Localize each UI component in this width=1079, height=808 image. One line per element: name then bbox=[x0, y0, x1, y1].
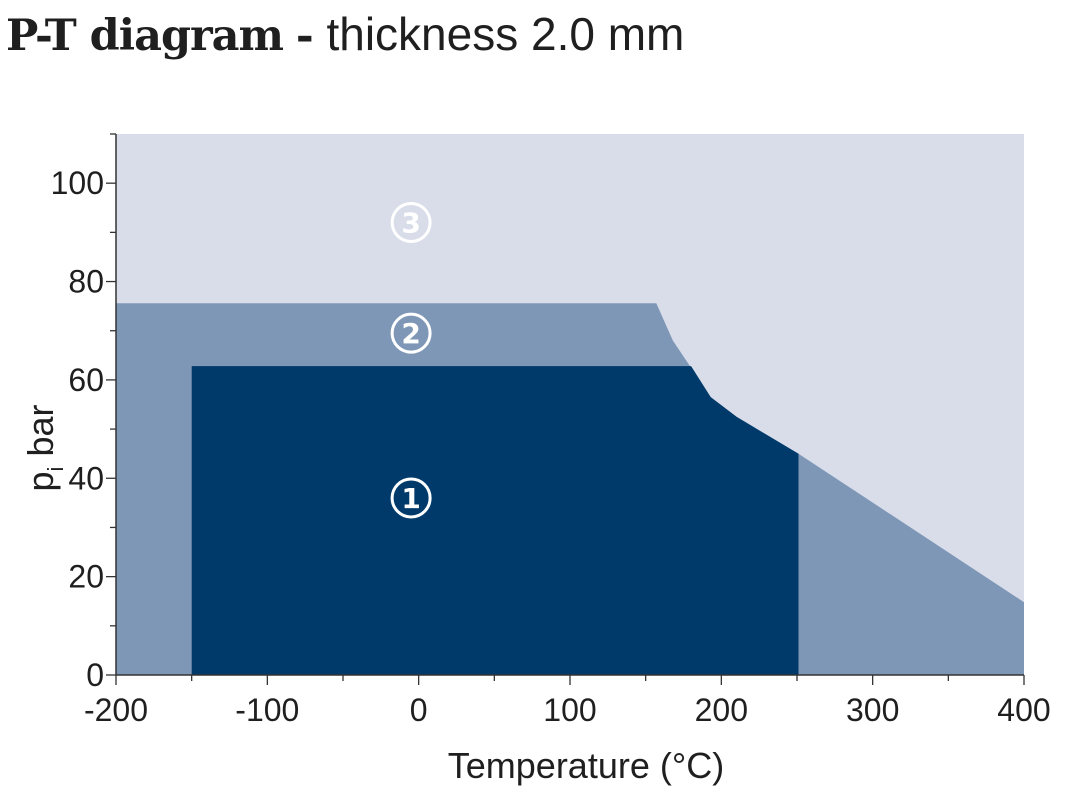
y-axis-label-subscript: i bbox=[43, 467, 68, 472]
y-tick-label: 40 bbox=[68, 460, 104, 496]
x-tick-label: 200 bbox=[695, 692, 748, 728]
chart-title-separator: - bbox=[295, 11, 314, 61]
x-tick-label: -100 bbox=[235, 692, 299, 728]
y-tick-label: 80 bbox=[68, 264, 104, 300]
region2-label-number: 2 bbox=[401, 317, 420, 350]
region2-label: 2 bbox=[390, 312, 432, 354]
region1-label-number: 1 bbox=[401, 482, 420, 515]
region3-label-number: 3 bbox=[401, 207, 420, 240]
chart-title: P-T diagram - thickness 2.0 mm bbox=[6, 2, 684, 68]
x-tick-label: 0 bbox=[410, 692, 428, 728]
x-tick-label: 100 bbox=[543, 692, 596, 728]
x-tick-label: 400 bbox=[997, 692, 1050, 728]
region-labels-layer: 3 2 1 bbox=[390, 202, 432, 519]
x-tick-label: 300 bbox=[846, 692, 899, 728]
x-axis-label: Temperature (°C) bbox=[448, 745, 724, 786]
region1-label: 1 bbox=[390, 477, 432, 519]
x-tick-label: -200 bbox=[84, 692, 148, 728]
region3-label: 3 bbox=[390, 202, 432, 244]
region2-label-circle bbox=[390, 312, 432, 354]
y-tick-label: 20 bbox=[68, 559, 104, 595]
chart-title-rest: thickness 2.0 mm bbox=[326, 8, 685, 60]
axes-layer: -200 -100 0 100 200 300 400 0 20 40 60 80 100 bbox=[51, 133, 1051, 728]
y-tick-label: 100 bbox=[51, 165, 104, 201]
y-tick-label: 60 bbox=[68, 362, 104, 398]
y-tick-label: 0 bbox=[86, 657, 104, 693]
region1-area bbox=[191, 366, 799, 675]
region3-label-circle bbox=[390, 202, 432, 244]
chart-title-bold: P-T diagram bbox=[6, 11, 284, 61]
y-axis-label: pi bar bbox=[20, 405, 68, 492]
region1-label-circle bbox=[390, 477, 432, 519]
y-axis-label-unit: bar bbox=[20, 405, 61, 457]
svg-text:pi bar: pi bar bbox=[20, 405, 68, 492]
regions-layer bbox=[116, 134, 1024, 675]
y-axis-label-symbol: p bbox=[20, 471, 61, 491]
